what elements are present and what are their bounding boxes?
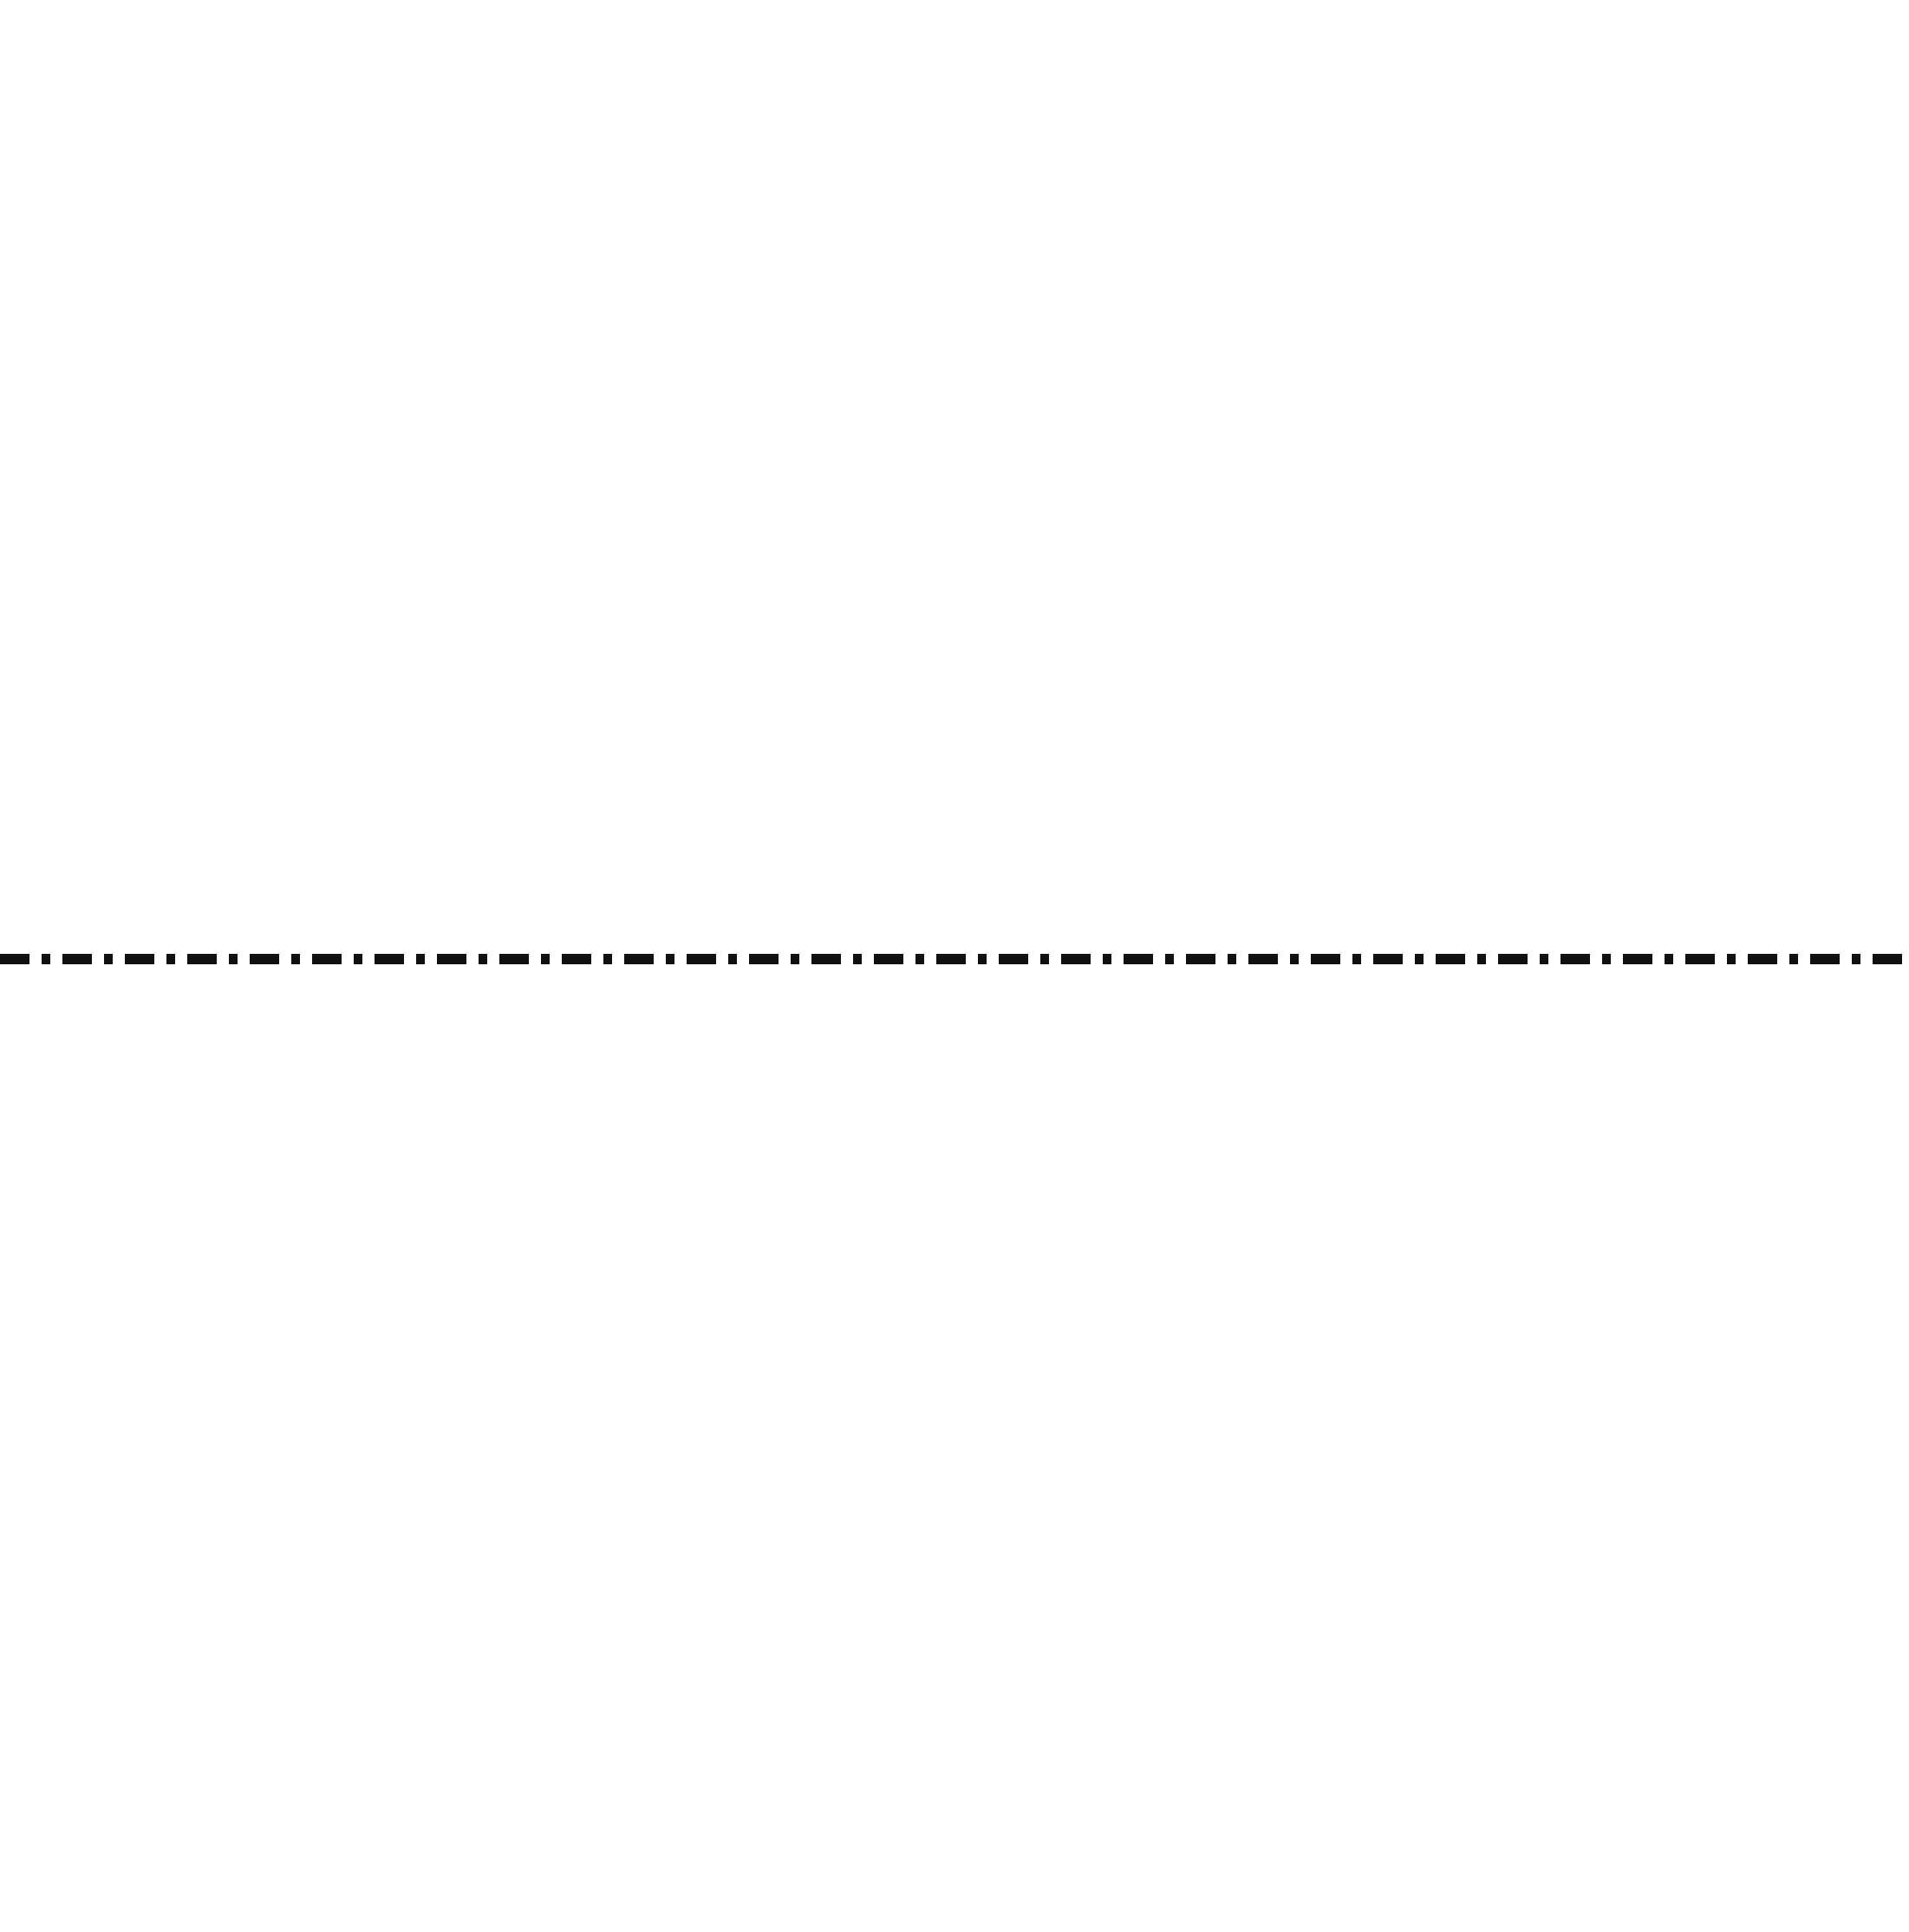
subplot-grid-parallel — [101, 975, 1909, 1925]
parallel-configuration-label — [0, 973, 102, 1892]
vertical-configuration-label — [0, 0, 102, 952]
section-divider-line — [0, 954, 1909, 964]
subplot-grid-vertical — [101, 2, 1909, 952]
